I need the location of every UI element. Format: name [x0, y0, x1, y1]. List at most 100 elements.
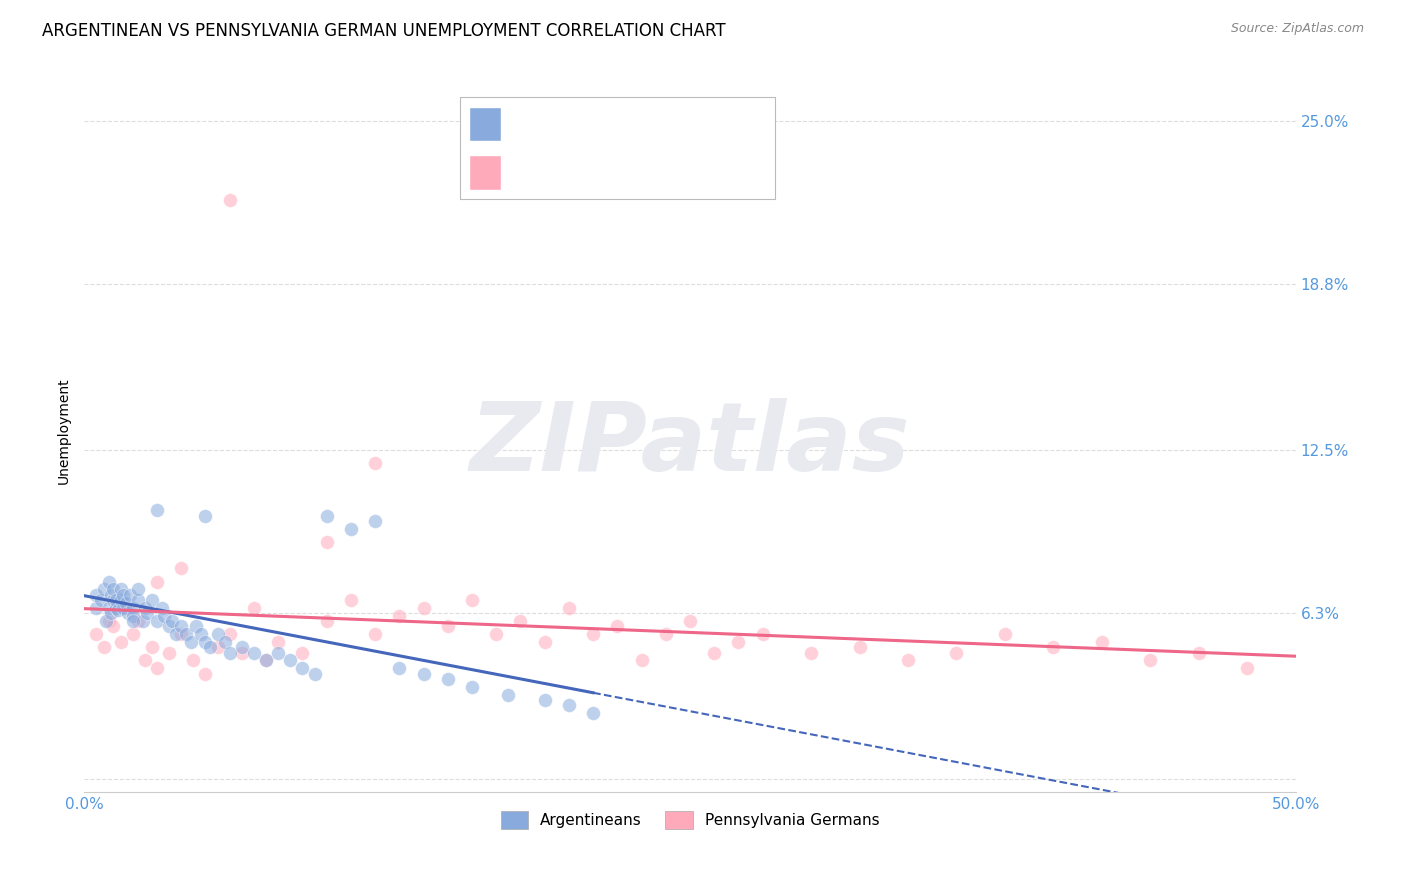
Point	[136, 606, 159, 620]
Point	[461, 680, 484, 694]
Point	[340, 593, 363, 607]
Point	[267, 646, 290, 660]
Point	[90, 593, 112, 607]
Point	[315, 535, 337, 549]
Y-axis label: Unemployment: Unemployment	[58, 377, 72, 483]
Point	[498, 688, 520, 702]
Point	[127, 593, 149, 607]
Point	[848, 640, 870, 655]
Point	[218, 646, 240, 660]
Point	[461, 593, 484, 607]
Point	[96, 614, 118, 628]
Point	[533, 693, 555, 707]
Text: ZIPatlas: ZIPatlas	[470, 398, 910, 491]
Point	[93, 582, 115, 597]
Point	[582, 627, 605, 641]
Point	[112, 600, 135, 615]
Point	[412, 600, 434, 615]
Point	[606, 619, 628, 633]
Point	[150, 600, 173, 615]
Point	[485, 627, 508, 641]
Point	[218, 627, 240, 641]
Point	[945, 646, 967, 660]
Legend: Argentineans, Pennsylvania Germans: Argentineans, Pennsylvania Germans	[495, 805, 886, 835]
Point	[630, 653, 652, 667]
Point	[231, 646, 253, 660]
Point	[1139, 653, 1161, 667]
Point	[218, 193, 240, 207]
Point	[364, 514, 387, 528]
Point	[207, 640, 229, 655]
Point	[207, 627, 229, 641]
Point	[110, 593, 132, 607]
Point	[194, 666, 217, 681]
Point	[121, 614, 143, 628]
Point	[107, 603, 129, 617]
Point	[112, 588, 135, 602]
Point	[146, 574, 169, 589]
Point	[655, 627, 678, 641]
Point	[180, 635, 202, 649]
Point	[100, 606, 122, 620]
Point	[388, 608, 411, 623]
Point	[509, 614, 531, 628]
Point	[170, 627, 193, 641]
Point	[117, 600, 139, 615]
Point	[533, 635, 555, 649]
Point	[364, 456, 387, 470]
Point	[100, 588, 122, 602]
Point	[157, 646, 180, 660]
Point	[994, 627, 1017, 641]
Point	[436, 672, 458, 686]
Point	[103, 593, 125, 607]
Point	[97, 574, 120, 589]
Point	[214, 635, 236, 649]
Point	[146, 661, 169, 675]
Point	[170, 619, 193, 633]
Point	[800, 646, 823, 660]
Point	[146, 503, 169, 517]
Point	[104, 600, 127, 615]
Point	[141, 593, 163, 607]
Point	[157, 619, 180, 633]
Point	[231, 640, 253, 655]
Point	[121, 627, 143, 641]
Point	[93, 640, 115, 655]
Point	[97, 600, 120, 615]
Point	[194, 508, 217, 523]
Point	[86, 600, 108, 615]
Point	[134, 653, 156, 667]
Point	[194, 635, 217, 649]
Point	[127, 614, 149, 628]
Point	[120, 588, 142, 602]
Point	[388, 661, 411, 675]
Point	[558, 698, 581, 713]
Point	[364, 627, 387, 641]
Point	[121, 600, 143, 615]
Point	[97, 614, 120, 628]
Point	[190, 627, 212, 641]
Point	[183, 653, 205, 667]
Point	[160, 614, 183, 628]
Point	[114, 596, 136, 610]
Point	[86, 627, 108, 641]
Point	[103, 619, 125, 633]
Point	[121, 608, 143, 623]
Point	[412, 666, 434, 681]
Point	[679, 614, 702, 628]
Point	[110, 635, 132, 649]
Point	[254, 653, 277, 667]
Point	[315, 508, 337, 523]
Point	[104, 593, 127, 607]
Point	[86, 588, 108, 602]
Point	[703, 646, 725, 660]
Point	[751, 627, 773, 641]
Point	[127, 582, 149, 597]
Point	[103, 582, 125, 597]
Point	[174, 627, 197, 641]
Point	[897, 653, 920, 667]
Point	[558, 600, 581, 615]
Point	[304, 666, 326, 681]
Point	[146, 614, 169, 628]
Point	[110, 582, 132, 597]
